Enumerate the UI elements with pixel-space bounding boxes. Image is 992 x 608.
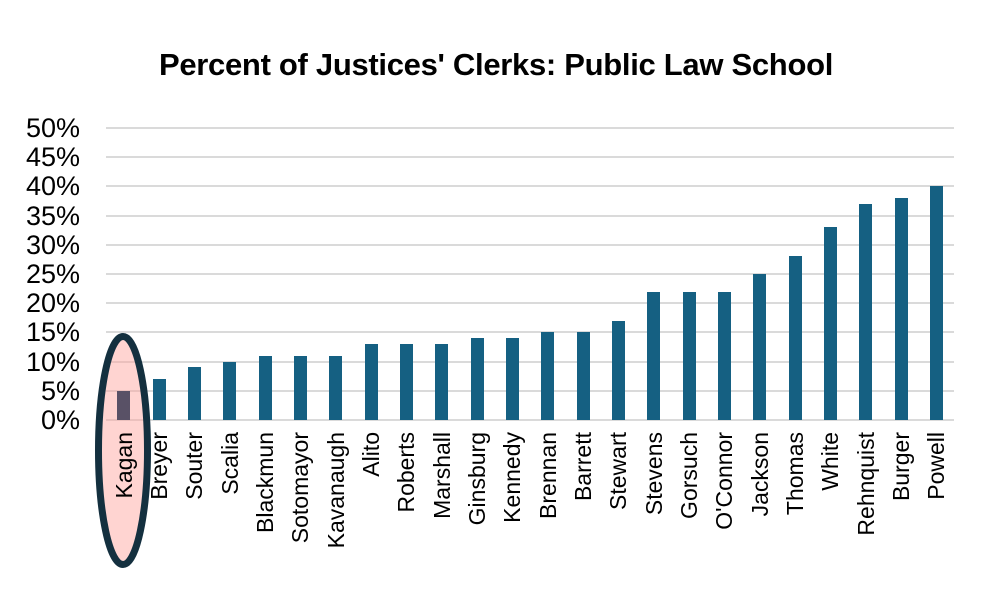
x-category-label: Barrett (570, 432, 596, 502)
bar-brennan (541, 332, 555, 420)
x-category-label: Brennan (534, 432, 561, 519)
x-category-label: Roberts (393, 432, 420, 513)
gridline (106, 243, 954, 246)
bar-rehnquist (859, 203, 873, 420)
x-category-label: Alito (358, 432, 384, 477)
y-tick-label: 50% (25, 113, 80, 143)
x-category-label: Gorsuch (676, 432, 702, 519)
y-tick-label: 25% (25, 259, 80, 289)
bar-breyer (152, 379, 166, 420)
y-tick-label: 0% (40, 405, 80, 435)
bar-kavanaugh (329, 355, 343, 420)
x-category-label: Ginsburg (464, 432, 490, 526)
chart-title: Percent of Justices' Clerks: Public Law … (158, 47, 834, 82)
bar-thomas (788, 256, 802, 420)
bar-stewart (611, 320, 625, 420)
x-category-label: Thomas (782, 432, 808, 516)
bar-sotomayor (293, 355, 307, 420)
bar-barrett (576, 332, 590, 420)
x-category-label: O'Connor (711, 432, 738, 530)
x-category-label: Stewart (605, 432, 632, 510)
bar-jackson (753, 274, 767, 420)
x-category-label: Rehnquist (852, 432, 879, 536)
y-tick-label: 30% (25, 229, 80, 260)
bar-oconnor (717, 291, 731, 420)
x-category-label: Marshall (428, 432, 455, 519)
bar-alito (364, 344, 378, 420)
x-category-label: White (817, 432, 844, 491)
gridline (106, 302, 954, 305)
x-category-label: Souter (181, 432, 208, 500)
gridline (106, 273, 954, 275)
x-category-label: Kennedy (499, 432, 526, 523)
bar-marshall (435, 344, 449, 420)
bar-gorsuch (682, 291, 696, 420)
highlight-ellipse (95, 333, 151, 568)
x-category-label: Sotomayor (287, 432, 314, 544)
x-category-label: Burger (888, 432, 914, 502)
bar-kennedy (505, 338, 519, 420)
y-tick-label: 20% (25, 288, 80, 319)
x-category-label: Stevens (640, 432, 667, 516)
gridline (106, 214, 954, 217)
bar-white (823, 227, 837, 420)
bar-scalia (223, 361, 237, 420)
gridline (106, 127, 954, 129)
gridline (106, 156, 954, 159)
bar-blackmun (258, 355, 272, 420)
highlight-ellipse-fill (98, 336, 148, 565)
gridline (106, 360, 954, 363)
x-category-label: Jackson (746, 432, 773, 517)
bar-kagan (117, 390, 131, 420)
gridline (106, 389, 954, 392)
y-tick-label: 15% (25, 317, 80, 348)
y-tick-label: 40% (25, 171, 80, 202)
gridline (106, 185, 954, 188)
bar-powell (929, 186, 943, 420)
gridline (106, 419, 954, 421)
plot-area (106, 127, 954, 421)
bar-souter (187, 367, 201, 420)
y-tick-label: 45% (25, 142, 80, 173)
bar-ginsburg (470, 338, 484, 420)
y-tick-label: 5% (40, 375, 80, 406)
bar-burger (894, 198, 908, 420)
x-category-label: Kavanaugh (322, 432, 349, 549)
bar-roberts (399, 344, 413, 420)
y-tick-label: 10% (25, 346, 80, 377)
x-category-label: Blackmun (252, 432, 278, 533)
y-tick-label: 35% (25, 200, 80, 231)
gridline (106, 331, 954, 334)
x-category-label: Powell (923, 432, 950, 500)
x-category-label: Scalia (216, 432, 243, 495)
bar-stevens (647, 291, 661, 420)
